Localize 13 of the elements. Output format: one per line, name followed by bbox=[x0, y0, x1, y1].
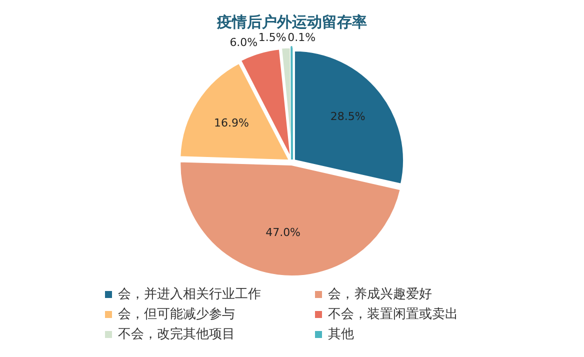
data-label: 47.0% bbox=[266, 226, 301, 239]
legend-label: 会，养成兴趣爱好 bbox=[327, 286, 433, 303]
legend-label: 不会，装置闲置或卖出 bbox=[327, 306, 459, 323]
data-label: 0.1% bbox=[288, 30, 316, 44]
legend-label: 其他 bbox=[327, 326, 355, 343]
data-label: 28.5% bbox=[330, 110, 366, 124]
data-label: 16.9% bbox=[214, 116, 249, 130]
legend-label: 不会，改完其他项目 bbox=[117, 326, 236, 343]
data-label: 6.0% bbox=[230, 36, 258, 50]
legend-label: 会，但可能减少参与 bbox=[117, 306, 236, 323]
legend-label: 会，并进入相关行业工作 bbox=[117, 286, 262, 303]
data-label: 1.5% bbox=[258, 31, 286, 44]
chart-title: 疫情后户外运动留存率 bbox=[216, 12, 367, 31]
